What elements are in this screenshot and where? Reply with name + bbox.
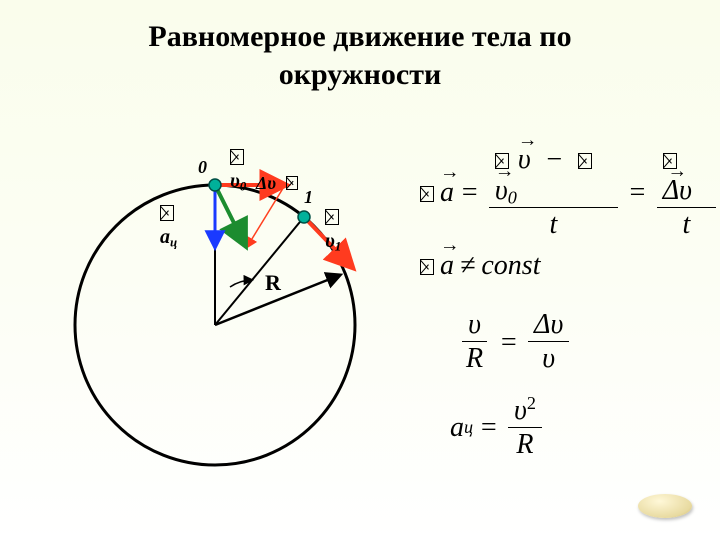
formulas-block: a = υ − υ0 t = Δυ t a ≠ const (420, 145, 720, 470)
formula-acceleration: a = υ − υ0 t = Δυ t (420, 145, 720, 242)
next-slide-button[interactable] (638, 494, 692, 518)
label-v1: υ1 (325, 207, 341, 254)
formula-not-const: a ≠ const (420, 250, 720, 282)
formula-centripetal: aц = υ2 R (450, 393, 720, 461)
label-point1: 1 (304, 187, 313, 208)
radius-1 (215, 217, 304, 325)
title-line2: окружности (279, 58, 442, 91)
title-line1: Равномерное движение тела по (148, 20, 571, 53)
circle-diagram: 0 1 R υ0 υ1 Δυ aц (60, 125, 400, 510)
label-point0: 0 (198, 157, 207, 178)
point-1 (298, 211, 310, 223)
label-R: R (265, 270, 281, 296)
point-0 (209, 179, 221, 191)
page-title: Равномерное движение тела по окружности (0, 0, 720, 93)
label-dv: Δυ (256, 173, 300, 194)
formula-ratio: υ R = Δυ υ (456, 310, 720, 375)
label-ac: aц (160, 203, 177, 250)
label-v0: υ0 (230, 147, 246, 194)
